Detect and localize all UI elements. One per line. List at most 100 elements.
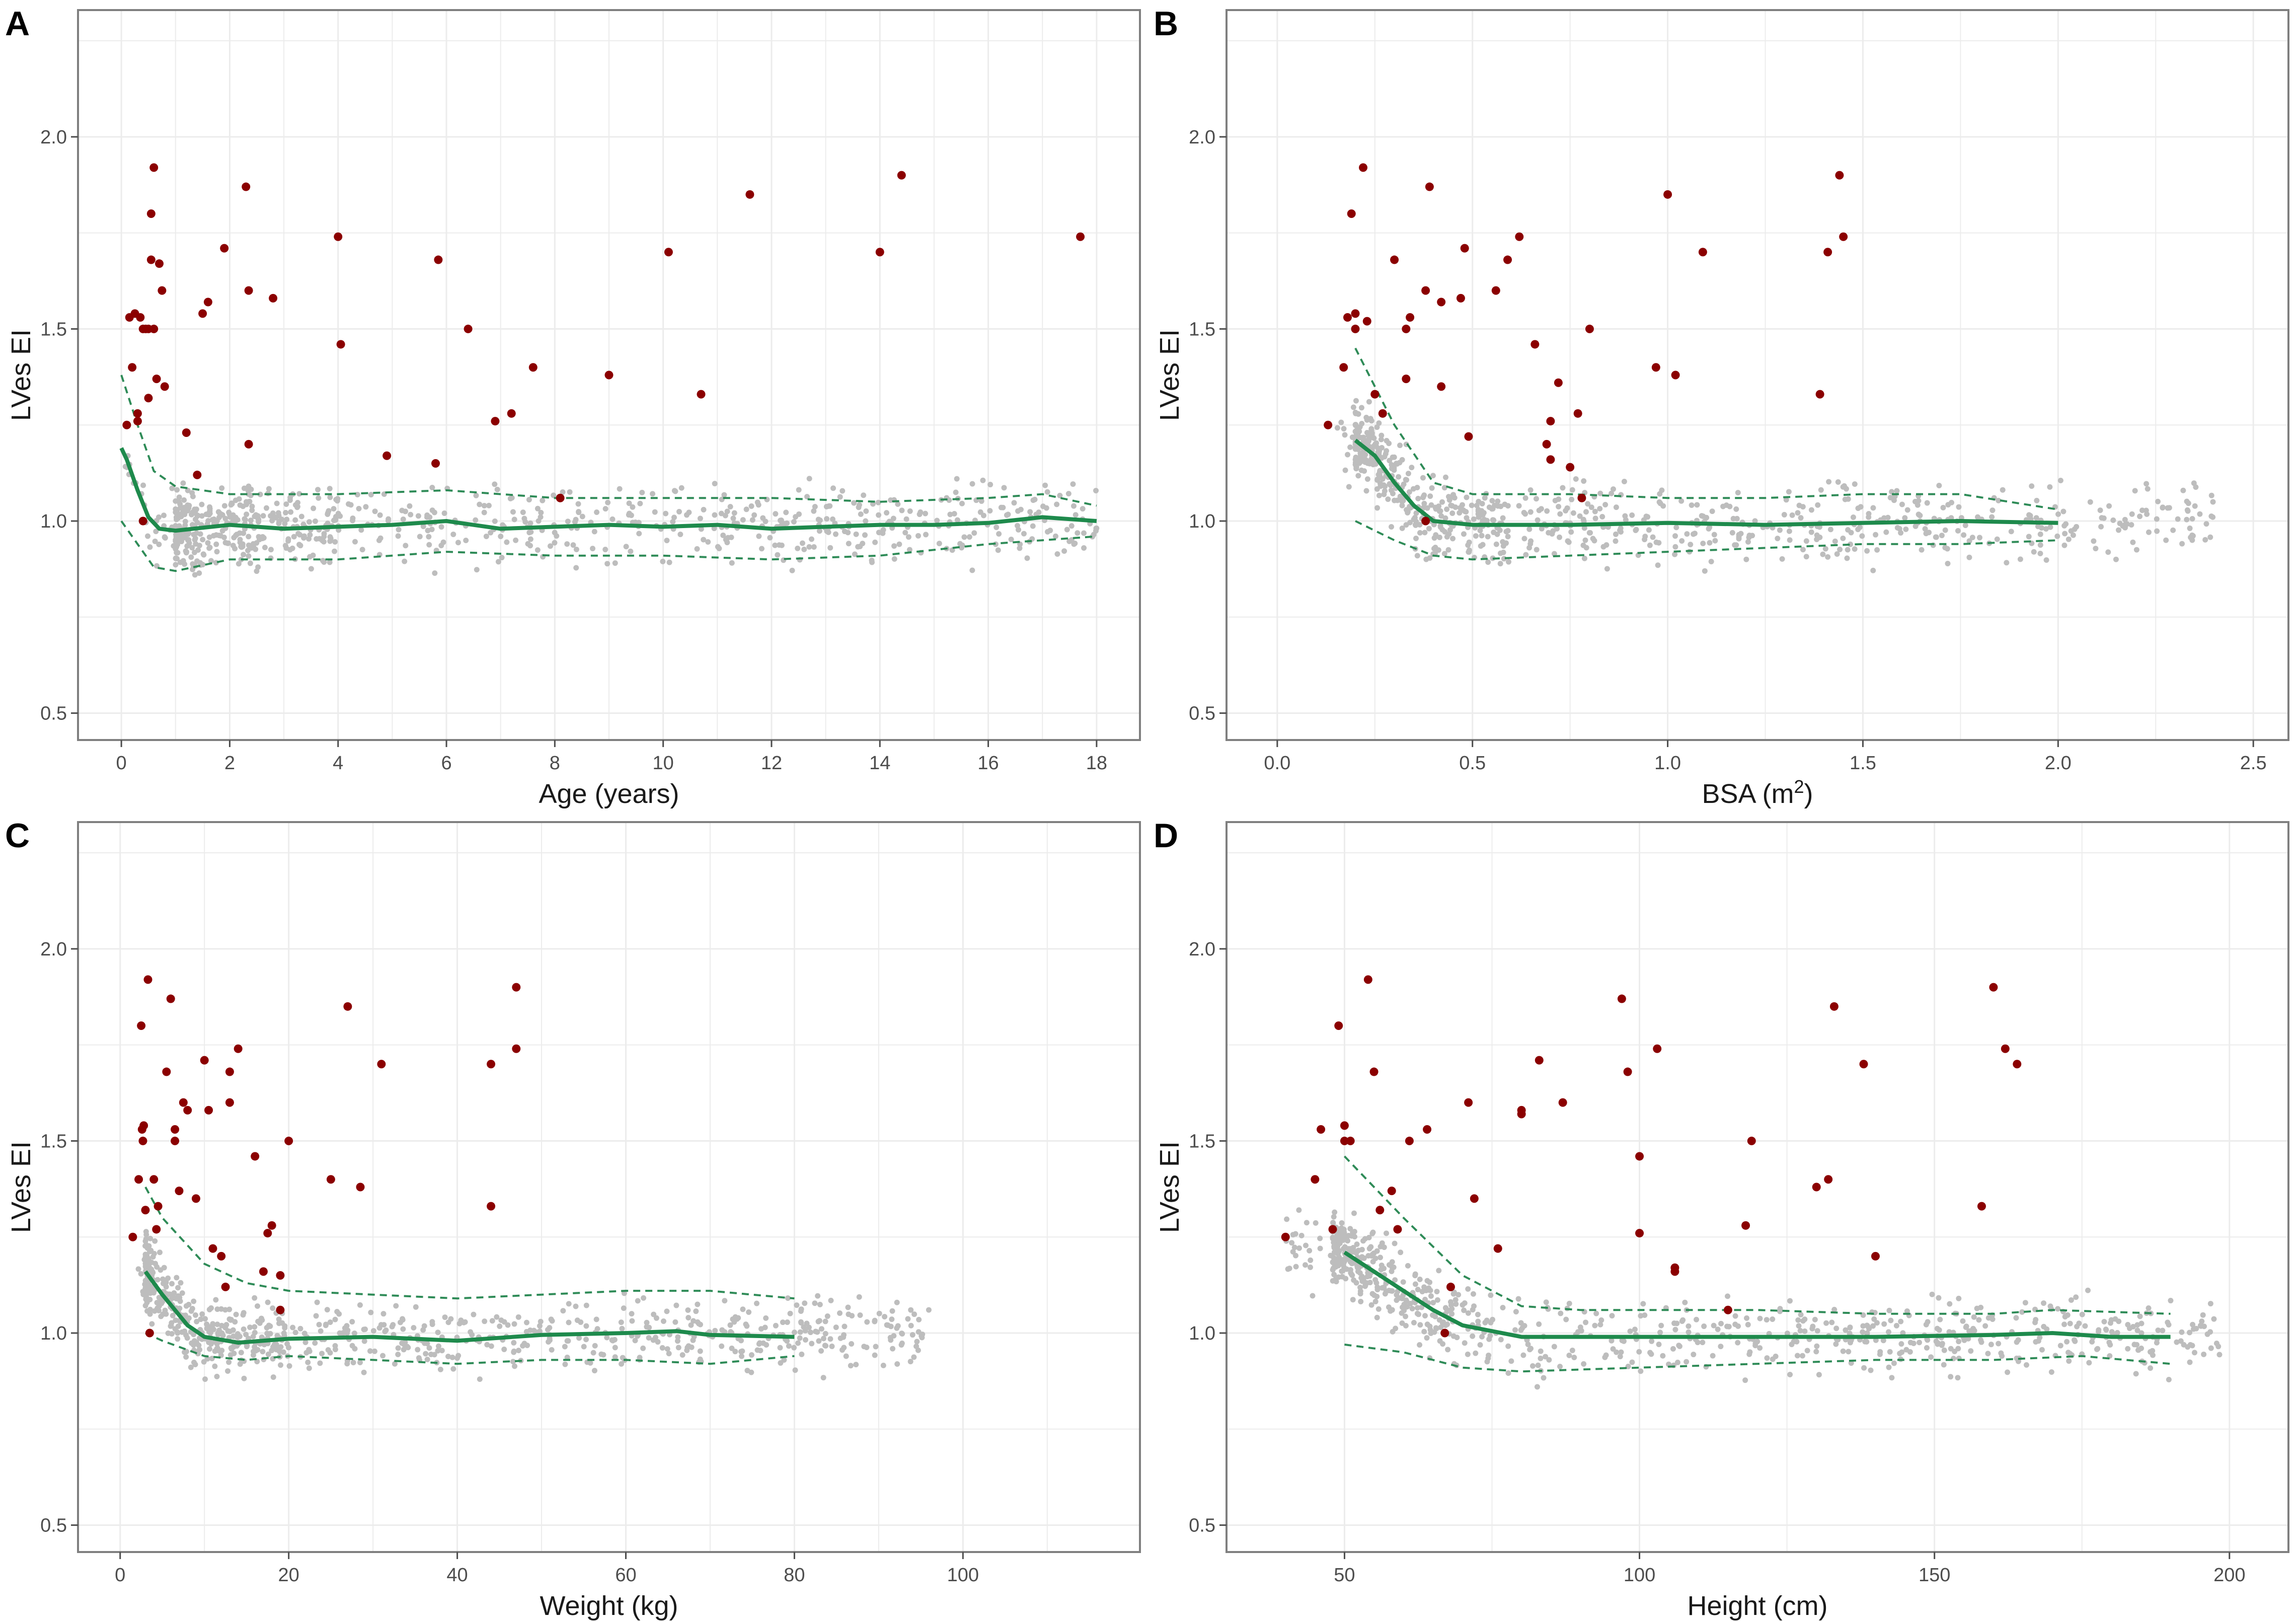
panel-d-scatter-point [1937, 1316, 1943, 1322]
panel-a-scatter-point [705, 539, 711, 545]
panel-a-scatter-point [534, 505, 541, 511]
panel-a-scatter-point [492, 481, 498, 487]
panel-c-scatter-point [259, 1334, 265, 1340]
panel-c-scatter-point [641, 1295, 647, 1301]
panel-c-outlier-point [171, 1136, 180, 1145]
panel-c-scatter-point [894, 1299, 900, 1305]
panel-d-scatter-point [1372, 1298, 1379, 1304]
panel-a-scatter-point [283, 501, 289, 507]
panel-a-scatter-point [420, 524, 426, 530]
panel-d-scatter-point [1394, 1292, 1400, 1298]
panel-d-scatter-point [1686, 1329, 1692, 1335]
panel-c-scatter-point [888, 1337, 894, 1343]
panel-c-scatter-point [697, 1356, 703, 1362]
panel-b-scatter-point [1904, 507, 1910, 513]
panel-c-scatter-point [773, 1322, 779, 1329]
panel-b-scatter-point [1650, 534, 1656, 540]
panel-a-scatter-point [740, 517, 746, 523]
panel-c-scatter-point [312, 1340, 318, 1346]
panel-b-scatter-point [1482, 495, 1488, 501]
panel-b-scatter-point [1485, 534, 1491, 540]
panel-d-outlier-point [1281, 1232, 1290, 1241]
panel-c-scatter-point [604, 1335, 610, 1341]
panel-b-scatter-point [1366, 399, 1372, 405]
panel-d-scatter-point [2178, 1338, 2184, 1344]
panel-c-scatter-point [227, 1352, 234, 1358]
panel-c-scatter-point [232, 1319, 238, 1325]
panel-b-scatter-point [2106, 503, 2112, 509]
panel-c-scatter-point [899, 1340, 905, 1346]
panel-d-scatter-point [1625, 1363, 1631, 1369]
panel-b-y-tick-label: 1.5 [1189, 319, 1215, 340]
panel-c-scatter-point [873, 1344, 879, 1350]
panel-b-scatter-point [1475, 506, 1481, 512]
panel-c-scatter-point [318, 1328, 324, 1334]
panel-d-scatter-point [2125, 1346, 2131, 1352]
panel-a-scatter-point [296, 491, 302, 497]
panel-c-scatter-point [393, 1303, 399, 1309]
panel-b-scatter-point [1341, 426, 1347, 432]
panel-a-scatter-point [723, 537, 729, 543]
panel-d-scatter-point [1422, 1296, 1428, 1302]
panel-c-y-tick-label: 1.0 [40, 1323, 67, 1344]
panel-b-scatter-point [1417, 530, 1423, 536]
panel-c-scatter-point [243, 1332, 249, 1338]
panel-b-scatter-point [2210, 499, 2216, 505]
panel-c-scatter-point [265, 1351, 271, 1357]
panel-c-scatter-point [795, 1340, 801, 1346]
panel-d-y-tick-label: 0.5 [1189, 1515, 1215, 1536]
panel-a-scatter-point [1044, 529, 1050, 535]
panel-a-scatter-point [628, 548, 634, 554]
panel-a-scatter-point [880, 527, 886, 533]
panel-c-scatter-point [284, 1341, 290, 1347]
panel-a-scatter-point [1001, 485, 1007, 491]
panel-b-scatter-point [1342, 432, 1348, 438]
panel-d-scatter-point [1941, 1347, 1947, 1353]
panel-b-scatter-point [1334, 425, 1340, 431]
panel-a-scatter-point [526, 497, 532, 503]
panel-a-scatter-point [236, 496, 242, 502]
panel-c-scatter-point [746, 1309, 752, 1315]
panel-d-scatter-point [2086, 1360, 2092, 1366]
panel-d-x-tick-label: 100 [1624, 1565, 1655, 1586]
panel-b-scatter-point [1814, 532, 1820, 538]
panel-d-scatter-point [1373, 1280, 1380, 1286]
panel-a-scatter-point [591, 529, 597, 535]
panel-c-scatter-point [837, 1310, 843, 1316]
panel-a-scatter-point [570, 542, 576, 548]
panel-a-outlier-point [144, 394, 153, 403]
panel-c-outlier-point [175, 1187, 184, 1196]
panel-b-x-tick-label: 1.0 [1654, 753, 1681, 774]
panel-d-scatter-point [1331, 1272, 1337, 1278]
panel-c-scatter-point [381, 1322, 387, 1328]
panel-b-scatter-point [1798, 515, 1804, 521]
panel-d-scatter-point [1770, 1316, 1776, 1322]
panel-a-scatter-point [483, 533, 489, 539]
panel-a-scatter-point [219, 512, 225, 518]
panel-c-scatter-point [727, 1322, 733, 1328]
panel-a-scatter-point [969, 481, 975, 487]
panel-b-scatter-point [1826, 479, 1832, 485]
panel-a-scatter-point [189, 545, 195, 551]
panel-a-outlier-point [193, 470, 202, 479]
panel-b-scatter-point [1363, 457, 1369, 463]
panel-a-scatter-point [332, 548, 338, 554]
panel-c-scatter-point [894, 1361, 900, 1367]
panel-a-scatter-point [623, 544, 629, 550]
panel-d-scatter-point [1374, 1314, 1380, 1320]
panel-d-scatter-point [1434, 1289, 1440, 1295]
panel-c-scatter-point [362, 1326, 368, 1332]
panel-c-scatter-point [885, 1322, 891, 1328]
panel-b-scatter-point [2068, 528, 2074, 534]
panel-a-scatter-point [325, 521, 331, 527]
panel-a-scatter-point [194, 520, 200, 526]
panel-c-outlier-point [128, 1232, 137, 1241]
panel-b-scatter-point [1397, 460, 1403, 466]
panel-c-x-axis-title: Weight (kg) [540, 1591, 678, 1621]
panel-b-scatter-point [1733, 506, 1739, 512]
panel-c-scatter-point [183, 1303, 189, 1309]
panel-a-scatter-point [987, 508, 993, 514]
panel-d-scatter-point [1447, 1299, 1453, 1305]
panel-b-scatter-point [1527, 509, 1534, 515]
panel-a-scatter-point [169, 485, 175, 491]
